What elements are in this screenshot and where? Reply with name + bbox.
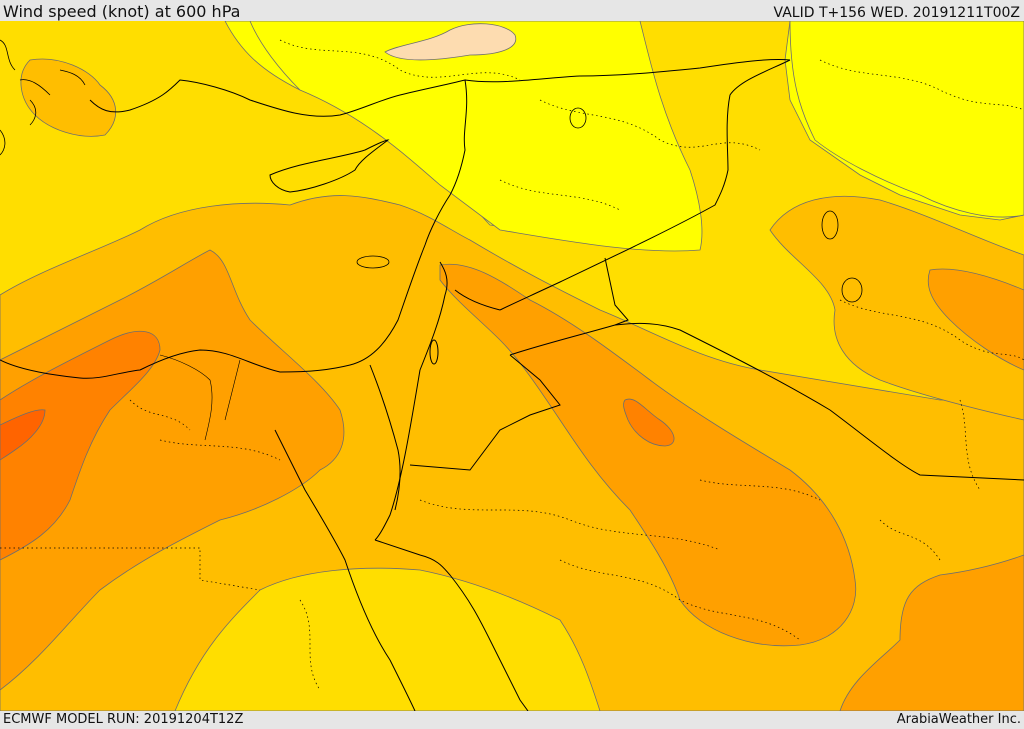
footer-bar: ECMWF MODEL RUN: 20191204T12Z ArabiaWeat… [0,711,1024,729]
zone-dark-orange [0,409,46,461]
map-canvas [0,21,1024,711]
zone-orange-west [0,331,161,561]
border-syria-iraq [499,59,791,311]
aegean-islands [0,39,86,156]
valid-time: VALID T+156 WED. 20191211T00Z [773,5,1020,21]
dead-sea [429,339,439,365]
lake-tharthar [821,210,839,240]
zone-yellow-orange-east [769,195,1024,421]
zone-light-orange-southeast [839,554,1024,711]
credit: ArabiaWeather Inc. [896,712,1021,727]
zone-very-light [384,23,517,61]
coastline-red-sea [274,429,529,711]
coastline-mediterranean [0,79,468,379]
border-turkey-syria [464,58,791,83]
cyprus-outline [269,139,390,193]
model-run: ECMWF MODEL RUN: 20191204T12Z [3,712,244,727]
lake-razzaza [841,277,863,303]
border-jordan-saudi-south [409,354,561,471]
admin-boundaries [0,39,1024,691]
border-jordan-saudi [454,289,1024,481]
border-egypt-israel [369,364,401,511]
map-title: Wind speed (knot) at 600 hPa [3,2,241,21]
header-bar: Wind speed (knot) at 600 hPa VALID T+156… [0,0,1024,21]
zone-light-orange-east [927,268,1024,371]
wind-speed-map[interactable] [0,21,1024,711]
lake-north [356,255,390,269]
zone-yellow-orange-northwest [20,58,117,137]
zone-bright-yellow-northeast [789,21,1024,218]
zone-bright-yellow-central [249,21,703,252]
nile-delta [159,354,241,441]
zone-yellow-south [174,567,601,711]
zone-light-orange-central [439,263,857,647]
coastline-levant [374,261,448,541]
border-iraq-saudi [604,257,629,326]
lake-assad [569,107,587,129]
zone-orange-central [623,398,675,447]
